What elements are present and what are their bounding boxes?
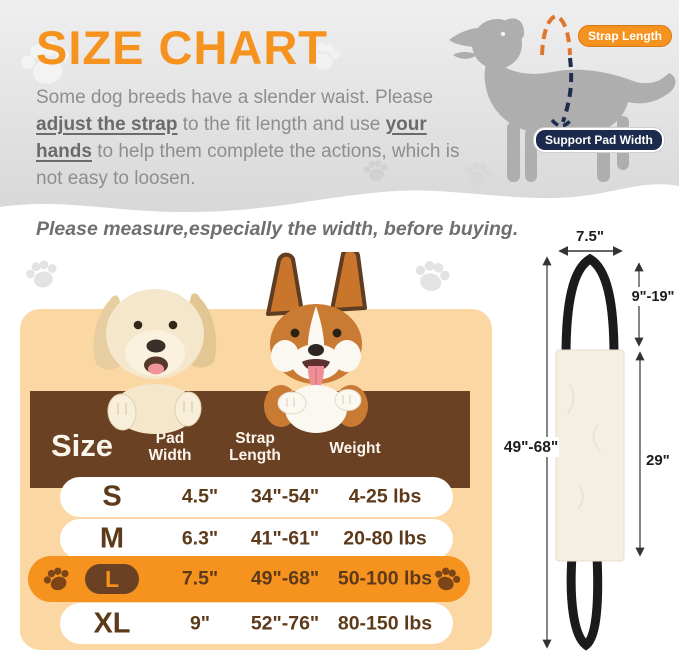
label-bg (630, 287, 678, 306)
handle-width-measurement: 7.5" (576, 228, 604, 245)
paw-print-icon (24, 258, 60, 290)
size-value: S (102, 480, 122, 513)
intro-text: Some dog breeds have a slender waist. Pl… (36, 84, 474, 192)
product-measurement-diagram: 7.5" 49"-68" 9"-19" 29" (503, 228, 678, 651)
corgi (264, 252, 368, 433)
pad-width-value: 6.3" (181, 527, 219, 550)
intro-text-part: to the fit length and use (177, 114, 386, 135)
measure-notice: Please measure,especially the width, bef… (36, 218, 519, 240)
label-bg (503, 437, 559, 457)
total-length-measurement: 49"-68" (504, 439, 558, 456)
intro-emphasis: adjust the strap (36, 114, 178, 135)
pad-length-measurement: 29" (646, 452, 670, 469)
bottom-handle-strap (566, 555, 603, 651)
column-header-pad-width: Pad Width (148, 430, 192, 464)
strap-length-label: Strap Length (578, 25, 672, 47)
pad-width-value: 4.5" (181, 485, 219, 508)
fleece-texture (567, 384, 601, 510)
column-header-strap-length: Strap Length (229, 430, 281, 464)
strap-dashed-arc (540, 13, 572, 56)
intro-text-part: to help them complete the actions, which… (36, 141, 460, 189)
intro-text-part: Some dog breeds have a slender waist. Pl… (36, 87, 434, 108)
size-value: XL (93, 607, 131, 639)
table-row-xl: XL 9" 52"-76" 80-150 lbs (60, 603, 453, 644)
hero-section: SIZE CHART Some dog breeds have a slende… (0, 0, 679, 216)
table-header-band (30, 391, 470, 488)
top-handle-strap (561, 253, 619, 357)
pad-underbelly-dashes (550, 118, 572, 128)
support-pad-width-label: Support Pad Width (534, 128, 664, 152)
table-row-s: S 4.5" 34"-54" 4-25 lbs (60, 477, 453, 517)
strap-length-value: 41"-61" (250, 527, 320, 550)
dog-eye-dot (500, 31, 506, 37)
table-row-l-highlighted: L 7.5" 49"-68" 50-100 lbs (28, 556, 470, 602)
weight-value: 50-100 lbs (337, 567, 433, 590)
fleece-support-pad (555, 349, 625, 562)
column-header-size: Size (50, 428, 114, 463)
paw-print-icon (412, 258, 452, 294)
weight-value: 80-150 lbs (337, 612, 433, 634)
pad-width-value: 7.5" (181, 567, 219, 590)
size-value: M (99, 522, 125, 555)
page-title: SIZE CHART (36, 21, 328, 74)
intro-emphasis: your hands (36, 114, 427, 162)
dogs-illustration (93, 252, 368, 434)
paw-icon (432, 565, 462, 593)
dog-silhouette (449, 18, 676, 182)
pad-width-value: 9" (189, 612, 211, 634)
size-l-badge: L (85, 564, 139, 594)
strap-length-value: 34"-54" (250, 485, 320, 508)
paw-icon (42, 565, 72, 593)
dog-silhouette-diagram (449, 13, 676, 182)
golden-retriever-puppy (93, 289, 217, 434)
weight-value: 4-25 lbs (348, 485, 422, 508)
table-row-m: M 6.3" 41"-61" 20-80 lbs (60, 519, 453, 559)
weight-value: 20-80 lbs (343, 527, 427, 550)
pad-dashed-line (561, 57, 574, 123)
strap-drop-measurement: 9"-19" (632, 289, 675, 305)
strap-length-value: 52"-76" (250, 612, 320, 634)
strap-length-value: 49"-68" (250, 567, 320, 590)
column-header-weight: Weight (329, 440, 381, 457)
